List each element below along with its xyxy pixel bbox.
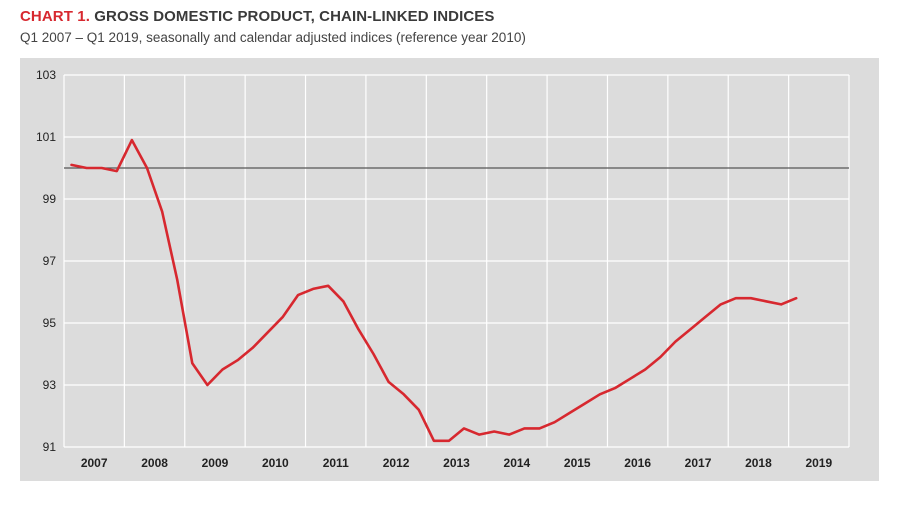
grid-layer: [63, 74, 850, 448]
x-tick-label: 2009: [202, 456, 229, 470]
x-tick-label: 2014: [504, 456, 531, 470]
y-tick-label: 95: [43, 316, 57, 330]
y-tick-label: 101: [36, 130, 56, 144]
y-tick-label: 103: [36, 68, 56, 82]
x-axis-ticks: 2007 2008 2009 2010 2011 2012 2013 2014 2015 2016…: [81, 456, 833, 470]
x-tick-label: 2011: [323, 456, 349, 470]
x-tick-label: 2010: [262, 456, 289, 470]
gdp-index-line: [70, 138, 798, 443]
x-tick-label: 2015: [564, 456, 591, 470]
x-tick-label: 2019: [805, 456, 832, 470]
y-tick-label: 93: [43, 378, 57, 392]
series-layer: [70, 138, 798, 443]
chart-subtitle: Q1 2007 – Q1 2019, seasonally and calend…: [20, 30, 526, 45]
x-tick-label: 2007: [81, 456, 108, 470]
y-tick-label: 91: [43, 440, 57, 454]
chart-panel: 91 93 95 97 99 101 103 2007 2008 2009 2010 2011 201…: [20, 58, 879, 481]
x-tick-label: 2018: [745, 456, 772, 470]
chart-title-prefix: CHART 1.: [20, 8, 90, 25]
x-tick-label: 2017: [685, 456, 712, 470]
x-tick-label: 2013: [443, 456, 470, 470]
y-tick-label: 97: [43, 254, 57, 268]
chart-title: CHART 1. GROSS DOMESTIC PRODUCT, CHAIN-L…: [20, 8, 495, 25]
x-tick-label: 2016: [624, 456, 651, 470]
x-tick-label: 2012: [383, 456, 410, 470]
chart-title-main: GROSS DOMESTIC PRODUCT, CHAIN-LINKED IND…: [94, 8, 495, 25]
y-tick-label: 99: [43, 192, 57, 206]
y-axis-ticks: 91 93 95 97 99 101 103: [36, 68, 56, 454]
x-tick-label: 2008: [141, 456, 168, 470]
gdp-line-chart: 91 93 95 97 99 101 103 2007 2008 2009 2010 2011 201…: [36, 68, 850, 470]
